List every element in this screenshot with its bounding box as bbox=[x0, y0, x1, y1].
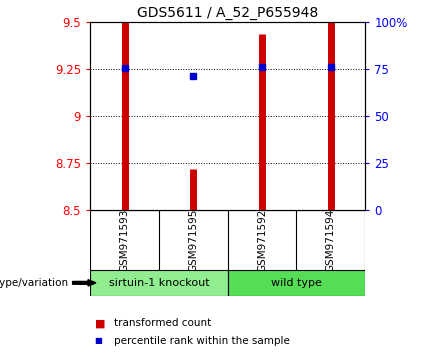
Text: ■: ■ bbox=[95, 318, 105, 329]
Bar bbox=[228, 270, 365, 296]
Text: percentile rank within the sample: percentile rank within the sample bbox=[114, 336, 290, 346]
Text: wild type: wild type bbox=[271, 278, 322, 288]
Text: genotype/variation: genotype/variation bbox=[0, 278, 68, 288]
Bar bbox=[90, 270, 228, 296]
Title: GDS5611 / A_52_P655948: GDS5611 / A_52_P655948 bbox=[137, 6, 318, 20]
Text: ■: ■ bbox=[95, 336, 103, 346]
Text: GSM971592: GSM971592 bbox=[257, 208, 267, 272]
Text: transformed count: transformed count bbox=[114, 318, 212, 329]
Text: GSM971593: GSM971593 bbox=[120, 208, 129, 272]
Text: sirtuin-1 knockout: sirtuin-1 knockout bbox=[109, 278, 209, 288]
Text: GSM971595: GSM971595 bbox=[188, 208, 198, 272]
Text: GSM971594: GSM971594 bbox=[326, 208, 336, 272]
